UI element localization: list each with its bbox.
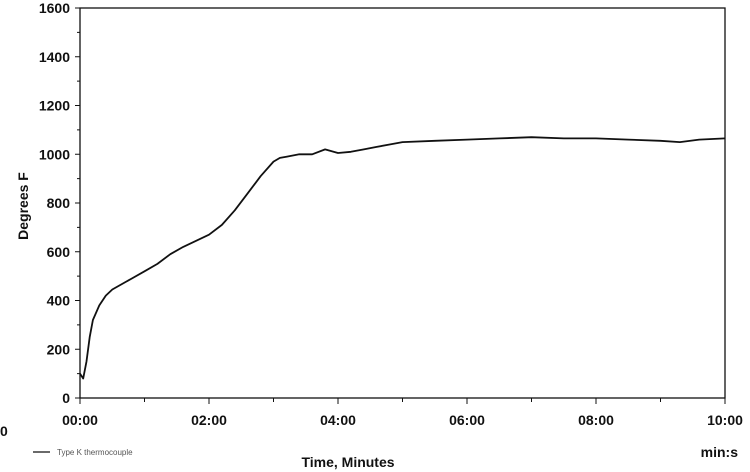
x-tick-label: 00:00	[62, 412, 98, 428]
legend: Type K thermocouple	[33, 448, 133, 457]
y-axis-ticks: 0 200 400 600 800 1000 1200 1400 1600	[39, 0, 80, 406]
temperature-series-line	[79, 136, 726, 380]
plot-frame	[79, 7, 726, 399]
x-axis-ticks: 00:00 02:00 04:00 06:00 08:00 10:00	[62, 398, 743, 428]
legend-label: Type K thermocouple	[57, 448, 133, 457]
y-tick-label: 600	[47, 244, 71, 260]
y-tick-label: 1000	[39, 146, 70, 162]
y-tick-label: 400	[47, 293, 71, 309]
y-axis-title: Degrees F	[15, 172, 31, 240]
x-tick-label: 08:00	[578, 412, 614, 428]
y-tick-label: 0	[62, 390, 70, 406]
y-tick-label: 800	[47, 195, 71, 211]
chart-axes	[79, 7, 726, 399]
x-axis-title: Time, Minutes	[301, 454, 394, 470]
y-tick-label: 200	[47, 341, 71, 357]
y-tick-label: 1600	[39, 0, 70, 16]
x-axis-unit-label: min:s	[701, 444, 739, 460]
plot-area	[79, 136, 726, 380]
y-tick-label: 1400	[39, 49, 70, 65]
x-tick-label: 04:00	[320, 412, 356, 428]
x-tick-label: 02:00	[191, 412, 227, 428]
stray-zero-label: 0	[0, 423, 8, 439]
y-tick-label: 1200	[39, 98, 70, 114]
x-tick-label: 06:00	[449, 412, 485, 428]
x-tick-label: 10:00	[707, 412, 743, 428]
